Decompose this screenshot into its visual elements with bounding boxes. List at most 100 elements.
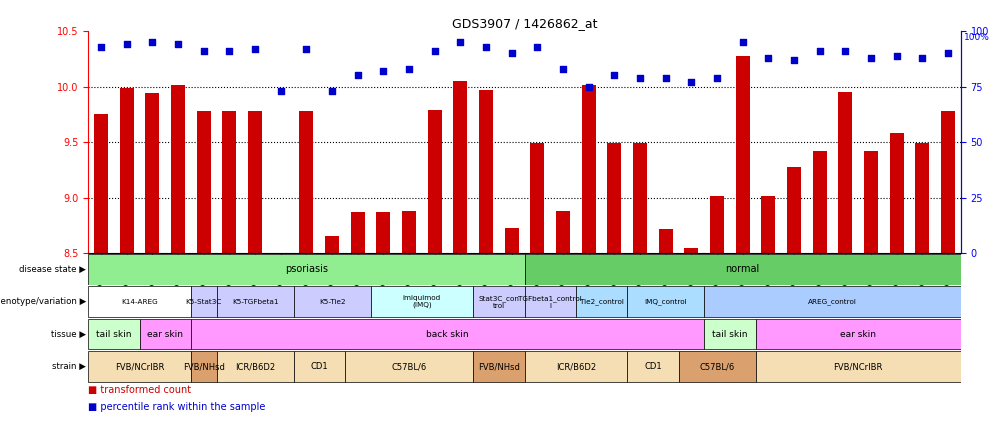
Point — [862, 54, 878, 61]
Bar — [683, 248, 697, 253]
Bar — [632, 143, 646, 253]
Bar — [145, 93, 159, 253]
Point — [273, 87, 289, 95]
Point — [350, 72, 366, 79]
Bar — [709, 197, 723, 253]
Point — [914, 54, 930, 61]
Bar — [555, 211, 569, 253]
Point — [708, 74, 724, 81]
Text: ear skin: ear skin — [840, 329, 876, 339]
Bar — [345, 351, 473, 382]
Point — [195, 48, 211, 55]
Bar — [838, 92, 852, 253]
Bar — [88, 351, 190, 382]
Bar — [190, 351, 216, 382]
Point — [939, 50, 955, 57]
Bar — [190, 286, 216, 317]
Point — [93, 43, 109, 50]
Text: K14-AREG: K14-AREG — [121, 299, 157, 305]
Bar — [658, 229, 672, 253]
Bar — [915, 143, 929, 253]
Point — [452, 39, 468, 46]
Text: 100%: 100% — [963, 33, 989, 42]
Point — [811, 48, 827, 55]
Text: Tie2_control: Tie2_control — [579, 298, 623, 305]
Bar — [216, 351, 294, 382]
Bar — [94, 115, 108, 253]
Text: Stat3C_con
trol: Stat3C_con trol — [478, 295, 519, 309]
Bar — [863, 151, 877, 253]
Bar — [196, 111, 210, 253]
Text: ICR/B6D2: ICR/B6D2 — [234, 362, 275, 371]
Bar — [530, 143, 544, 253]
Bar — [761, 197, 775, 253]
Bar — [402, 211, 416, 253]
Point — [682, 79, 698, 86]
Title: GDS3907 / 1426862_at: GDS3907 / 1426862_at — [451, 17, 597, 30]
Text: C57BL/6: C57BL/6 — [698, 362, 733, 371]
Point — [606, 72, 622, 79]
Point — [580, 83, 596, 90]
Bar — [524, 254, 960, 285]
Bar — [453, 81, 467, 253]
Bar — [351, 212, 365, 253]
Bar — [473, 286, 524, 317]
Point — [733, 39, 749, 46]
Text: normal: normal — [724, 264, 760, 274]
Bar — [524, 351, 626, 382]
Point — [529, 43, 545, 50]
Point — [375, 67, 391, 75]
Bar — [294, 286, 370, 317]
Text: ■ transformed count: ■ transformed count — [88, 385, 191, 395]
Point — [221, 48, 237, 55]
Bar — [473, 351, 524, 382]
Text: ear skin: ear skin — [147, 329, 183, 339]
Point — [170, 41, 186, 48]
Bar — [427, 110, 441, 253]
Bar — [88, 254, 524, 285]
Point — [554, 65, 570, 72]
Text: tail skin: tail skin — [96, 329, 131, 339]
Bar — [139, 319, 190, 349]
Bar — [626, 351, 678, 382]
Bar — [479, 90, 493, 253]
Bar — [370, 286, 473, 317]
Bar — [216, 286, 294, 317]
Text: ICR/B6D2: ICR/B6D2 — [555, 362, 595, 371]
Point — [324, 87, 340, 95]
Text: strain ▶: strain ▶ — [52, 362, 86, 371]
Text: CD1: CD1 — [643, 362, 661, 371]
Point — [888, 52, 904, 59]
Bar — [88, 286, 190, 317]
Text: IMQ_control: IMQ_control — [643, 298, 686, 305]
Bar — [299, 111, 314, 253]
Point — [478, 43, 494, 50]
Point — [246, 45, 263, 52]
Bar — [504, 228, 518, 253]
Text: K5-Tie2: K5-Tie2 — [319, 299, 345, 305]
Bar — [940, 111, 954, 253]
Bar — [376, 212, 390, 253]
Bar — [171, 86, 185, 253]
Text: ■ percentile rank within the sample: ■ percentile rank within the sample — [88, 402, 266, 412]
Text: back skin: back skin — [426, 329, 468, 339]
Bar — [626, 286, 703, 317]
Bar — [274, 253, 288, 257]
Bar — [119, 88, 133, 253]
Text: tissue ▶: tissue ▶ — [51, 329, 86, 339]
Bar — [755, 319, 960, 349]
Text: FVB/NCrIBR: FVB/NCrIBR — [833, 362, 882, 371]
Bar — [787, 166, 801, 253]
Bar — [190, 319, 703, 349]
Bar — [889, 133, 903, 253]
Point — [118, 41, 134, 48]
Point — [299, 45, 315, 52]
Bar — [294, 351, 345, 382]
Text: TGFbeta1_control
l: TGFbeta1_control l — [518, 295, 581, 309]
Bar — [755, 351, 960, 382]
Bar — [678, 351, 755, 382]
Text: tail skin: tail skin — [711, 329, 746, 339]
Point — [786, 56, 802, 63]
Text: K5-TGFbeta1: K5-TGFbeta1 — [231, 299, 279, 305]
Text: AREG_control: AREG_control — [808, 298, 856, 305]
